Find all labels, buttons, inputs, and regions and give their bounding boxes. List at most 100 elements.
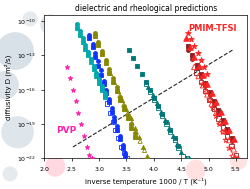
Point [106,101,110,104]
Point [65,65,69,68]
Point [110,80,114,83]
Point [226,139,230,142]
Point [210,107,214,110]
Point [96,64,100,67]
Point [108,111,112,114]
Point [228,136,232,139]
Point [114,86,118,89]
Point [121,151,125,154]
Point [138,140,141,143]
Point [202,81,206,84]
Point [162,118,166,121]
Point [80,40,84,43]
Point [201,65,205,68]
Point [97,81,101,84]
Point [125,112,129,115]
Point [115,128,119,131]
Point [125,113,129,116]
Point [148,91,152,94]
Point [176,147,180,150]
Point [192,45,196,48]
Point [142,149,146,152]
Point [112,80,116,83]
Title: dielectric and rheological predictions: dielectric and rheological predictions [74,4,216,13]
Point [224,135,228,138]
Point [118,95,122,98]
Point [100,86,103,89]
Point [168,128,172,131]
Point [202,89,206,92]
Point [228,140,232,143]
Point [125,117,129,120]
Point [118,137,122,140]
Point [86,50,90,53]
Point [220,122,224,125]
Point [160,115,164,118]
Point [200,83,204,86]
Point [143,80,147,83]
Point [112,116,116,119]
Point [198,72,202,75]
Point [164,123,168,126]
Point [148,88,152,91]
Point [178,150,182,153]
Point [192,55,196,58]
Point [128,123,132,126]
Point [93,55,97,58]
Point [82,134,86,137]
Point [87,153,91,156]
Point [194,71,198,74]
Point [70,88,74,91]
Point [196,64,200,67]
Point [216,109,220,112]
Point [100,85,103,88]
Point [228,144,232,147]
Point [110,120,114,123]
Point [96,40,100,43]
Point [185,45,189,48]
Point [88,61,92,64]
Point [231,137,235,140]
Point [124,157,128,160]
Point [188,38,192,41]
Point [207,98,211,101]
Point [118,98,122,101]
Point [78,30,82,33]
Point [102,92,106,95]
Point [75,26,79,29]
Point [78,33,82,36]
Point [135,64,139,67]
Point [73,100,77,103]
Point [91,68,95,71]
Point [168,131,172,134]
Point [222,119,226,122]
Point [230,155,234,158]
Point [200,84,204,87]
Point [101,83,105,86]
Point [90,46,94,49]
Point [183,37,187,40]
Point [180,155,184,158]
Point [209,92,213,95]
Point [130,122,134,125]
Point [124,108,128,111]
Point [224,127,228,130]
Point [211,103,215,106]
Point [209,102,213,105]
Point [75,23,79,26]
Point [233,153,237,156]
Point [118,94,122,97]
Point [97,78,101,81]
Point [187,46,191,49]
Point [140,146,144,149]
Point [90,157,94,160]
Point [105,102,109,105]
Point [100,88,103,91]
Point [189,54,193,57]
Point [116,89,120,92]
Point [213,115,217,118]
Point [213,111,217,114]
Point [166,126,170,129]
Point [83,47,87,50]
Point [204,93,208,96]
